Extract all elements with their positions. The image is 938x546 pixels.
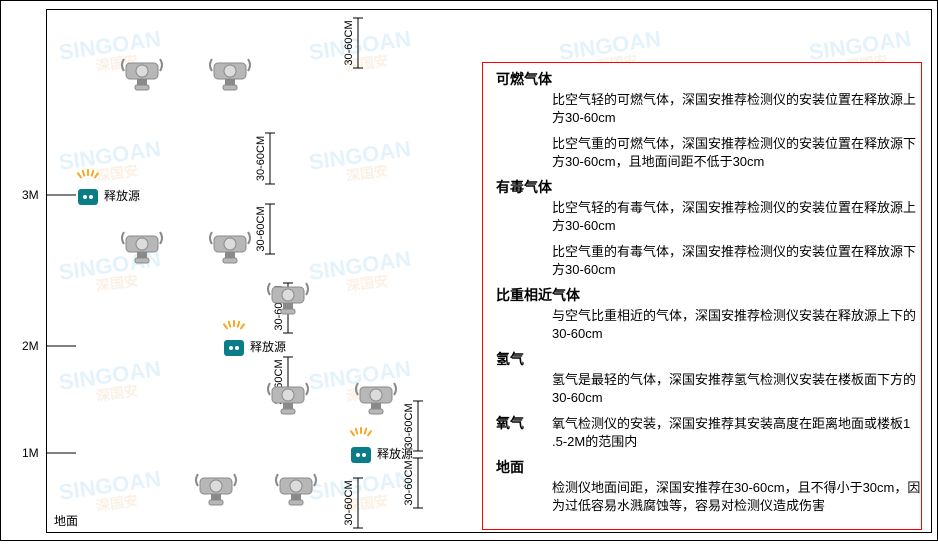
guide-body-line: 30-60cm (552, 390, 603, 405)
guide-body-line: 氢气是最轻的气体，深国安推荐氢气检测仪安装在楼板面下方的 (552, 372, 916, 387)
y-axis: 3M 2M 1M 地面 (22, 188, 78, 528)
dim-label: 30-60CM (403, 403, 415, 448)
axis-label: 3M (22, 188, 39, 202)
guide-body-line: 与空气比重相近的气体，深国安推荐检测仪安装在释放源上下的 (552, 308, 916, 323)
guide-body-line: 方30-60cm (552, 110, 616, 125)
detector-icon (268, 383, 308, 414)
guide-body-line: 检测仪地面间距，深国安推荐在30-60cm，且不得小于30cm，因 (552, 480, 920, 495)
guide-body-line: 比空气重的有毒气体，深国安推荐检测仪的安装位置在释放源下 (552, 244, 916, 259)
dim-label: 30-60CM (255, 136, 267, 181)
guide-body-line: 比空气重的可燃气体，深国安推荐检测仪的安装位置在释放源下 (552, 136, 916, 151)
source-label: 释放源 (250, 339, 286, 354)
guide-heading: 地面 (496, 459, 524, 475)
guide-body-line: 方30-60cm，且地面间距不低于30cm (552, 154, 764, 169)
axis-label: 1M (22, 446, 39, 460)
dim-label: 30-60CM (343, 20, 355, 65)
dim-label: 30-60CM (255, 206, 267, 251)
guide-body-line: 方30-60cm (552, 218, 616, 233)
ground-label: 地面 (54, 514, 78, 528)
guide-heading: 可燃气体 (496, 71, 553, 87)
guide-body-line: .5-2M的范围内 (552, 434, 637, 449)
dim-label: 30-60CM (403, 460, 415, 505)
guide-body-line: 比空气轻的可燃气体，深国安推荐检测仪的安装位置在释放源上 (552, 92, 916, 107)
detector-icon (210, 232, 250, 263)
guide-body-line: 氧气检测仪的安装，深国安推荐其安装高度在距离地面或楼板1 (552, 416, 910, 431)
source-label: 释放源 (377, 446, 413, 461)
detector-icon (196, 474, 236, 505)
guide-body-line: 30-60cm (552, 326, 603, 341)
detector-icon (210, 59, 250, 90)
detector-icon (356, 383, 396, 414)
guide-heading: 有毒气体 (496, 179, 553, 195)
guide-heading: 比重相近气体 (496, 287, 581, 303)
guide-body-line: 为过低容易水溅腐蚀等，容易对检测仪造成伤害 (552, 498, 825, 513)
detector-icon (122, 59, 162, 90)
source-icons: 释放源释放源释放源 (78, 170, 413, 463)
guide-heading: 氧气 (495, 415, 524, 431)
source-label: 释放源 (104, 188, 140, 203)
guide-body-line: 方30-60cm (552, 262, 616, 277)
dim-label: 30-60CM (343, 480, 355, 525)
guide-body-line: 比空气轻的有毒气体，深国安推荐检测仪的安装位置在释放源上 (552, 200, 916, 215)
installation-diagram: SINGOAN深国安SINGOAN深国安SINGOAN深国安SINGOAN深国安… (0, 0, 938, 541)
guide-heading: 氢气 (496, 351, 524, 367)
axis-label: 2M (22, 339, 39, 353)
